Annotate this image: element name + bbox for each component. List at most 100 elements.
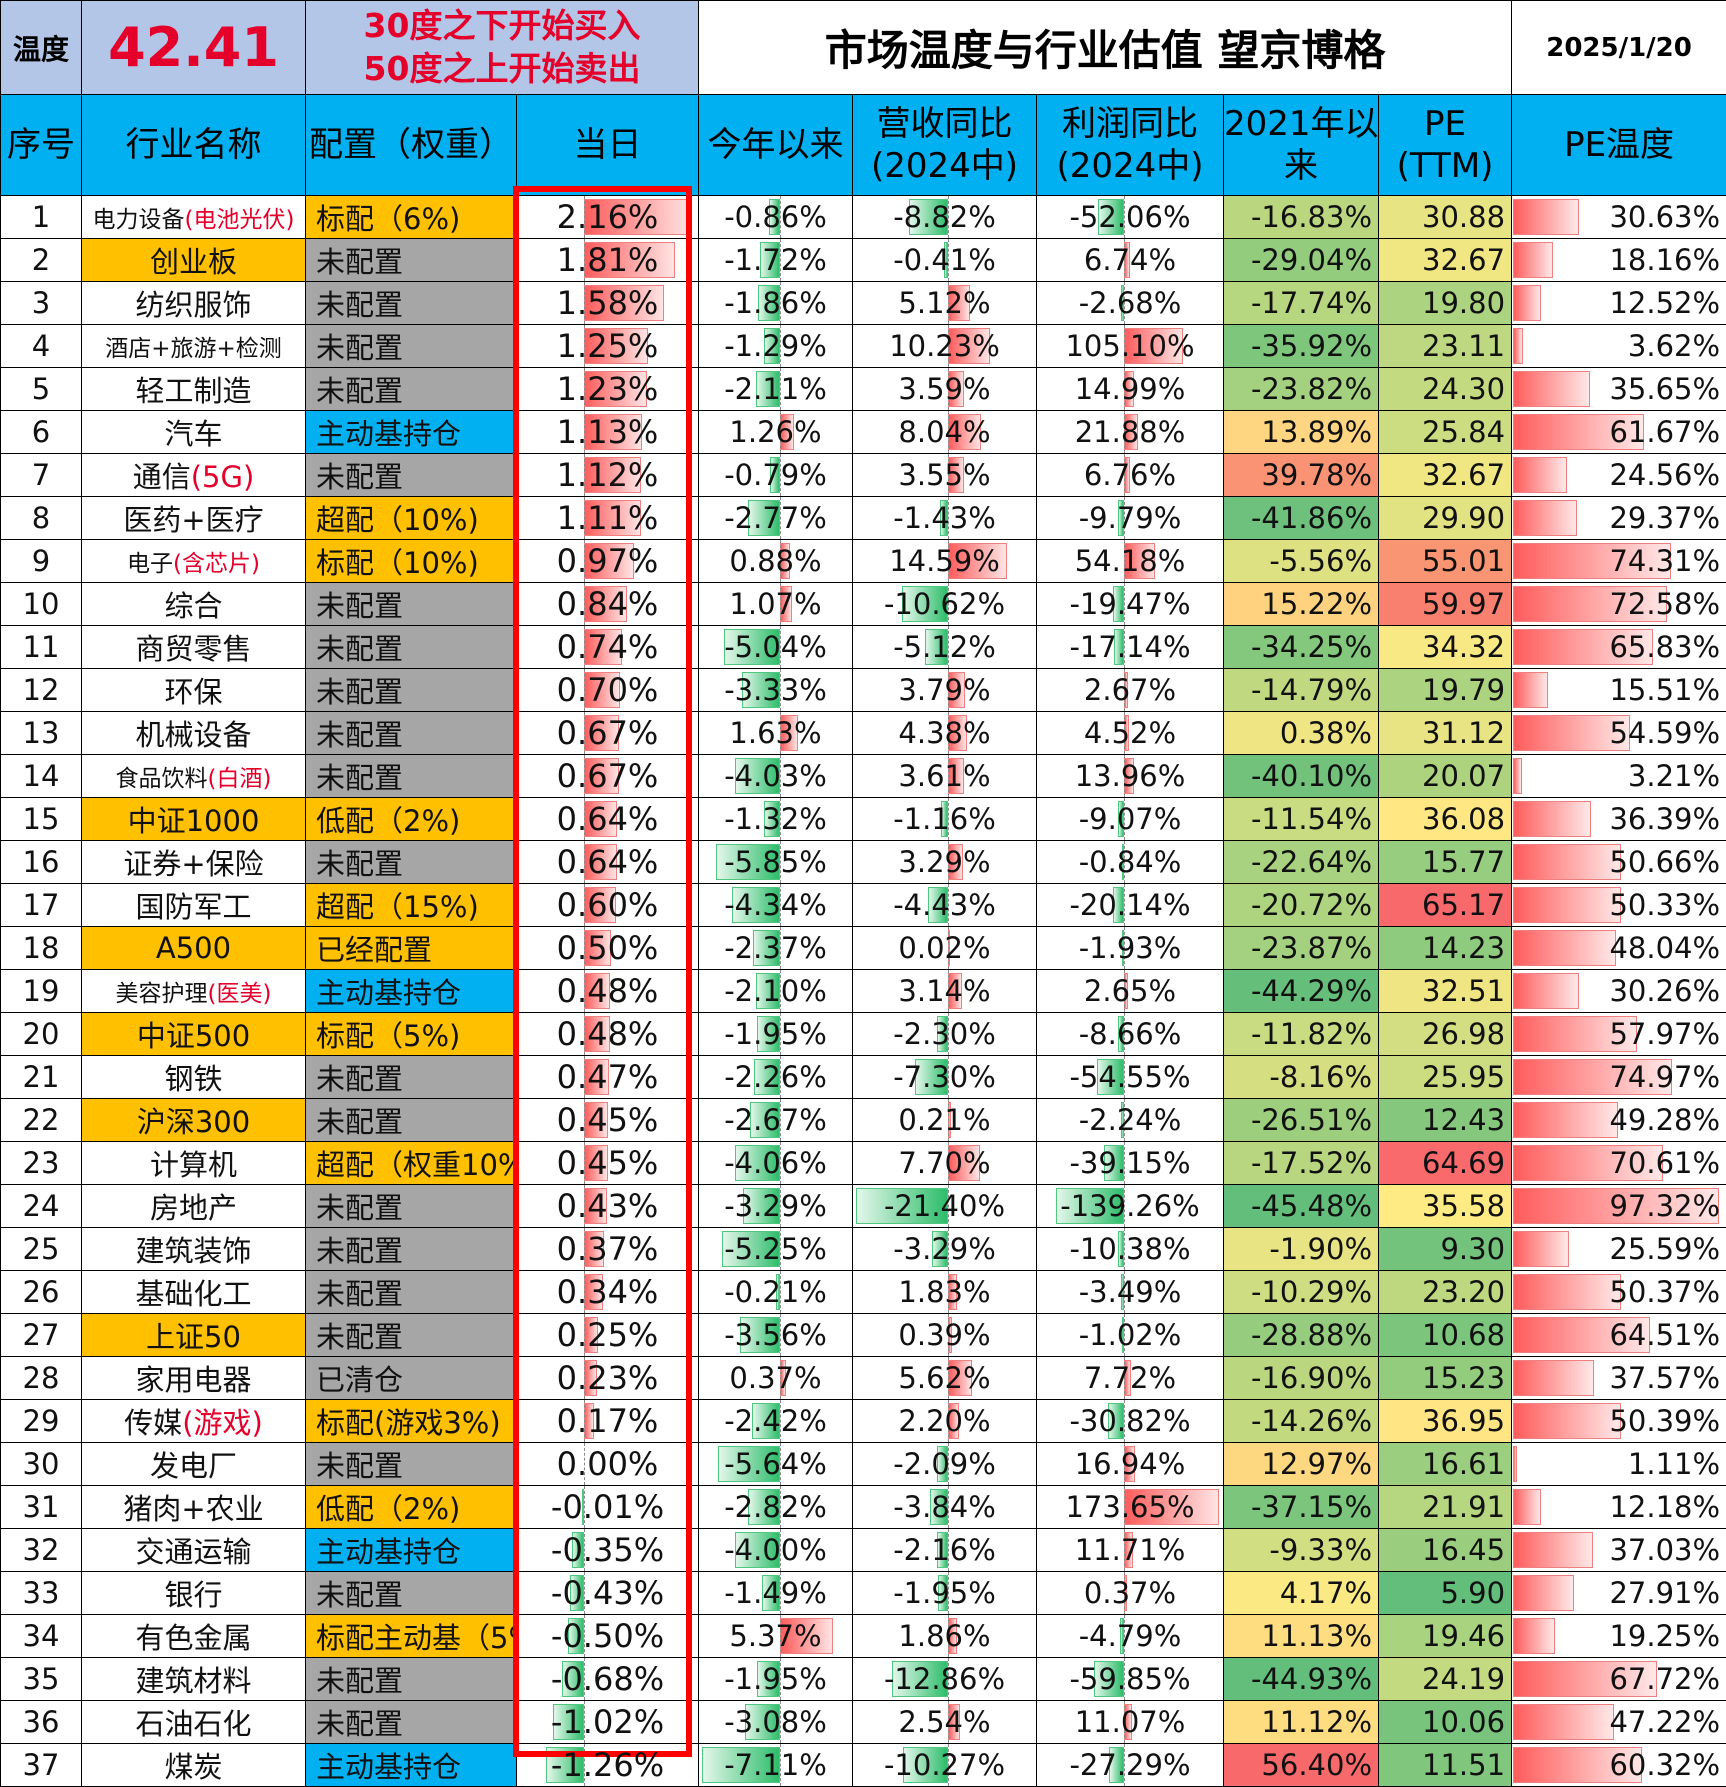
- industry-name-cell: 猪肉+农业: [82, 1486, 306, 1529]
- today-value: -0.68%: [517, 1658, 698, 1700]
- pe-cell: 20.07: [1379, 755, 1512, 798]
- pe-temperature-cell: 97.32%: [1512, 1185, 1726, 1228]
- allocation-cell: 未配置: [306, 1572, 517, 1615]
- since-2021-cell: -20.72%: [1224, 884, 1379, 927]
- prof-cell: -52.06%: [1037, 196, 1224, 239]
- pe-temperature-value: 50.66%: [1512, 841, 1720, 883]
- rev-value: -1.43%: [853, 497, 1036, 539]
- since-2021-cell: 12.97%: [1224, 1443, 1379, 1486]
- industry-name-cell: 国防军工: [82, 884, 306, 927]
- industry-name-highlight: (5G): [191, 460, 255, 494]
- ytd-cell: 0.88%: [699, 540, 853, 583]
- today-cell: 0.34%: [517, 1271, 699, 1314]
- rev-value: 0.02%: [853, 927, 1036, 969]
- ytd-cell: -1.95%: [699, 1658, 853, 1701]
- rev-cell: 3.55%: [853, 454, 1037, 497]
- since-2021-cell: 4.17%: [1224, 1572, 1379, 1615]
- row-index: 33: [1, 1572, 82, 1615]
- rev-value: -3.29%: [853, 1228, 1036, 1270]
- pe-cell: 34.32: [1379, 626, 1512, 669]
- pe-temperature-cell: 50.33%: [1512, 884, 1726, 927]
- pe-cell: 24.30: [1379, 368, 1512, 411]
- allocation-cell: 未配置: [306, 368, 517, 411]
- col-header-index: 序号: [1, 95, 82, 196]
- rev-value: 4.38%: [853, 712, 1036, 754]
- rev-cell: -5.12%: [853, 626, 1037, 669]
- pe-cell: 12.43: [1379, 1099, 1512, 1142]
- col-header-pe-temperature: PE温度: [1512, 95, 1726, 196]
- rev-cell: 1.83%: [853, 1271, 1037, 1314]
- industry-name-cell: 纺织服饰: [82, 282, 306, 325]
- ytd-value: -2.11%: [699, 368, 852, 410]
- today-value: 0.43%: [517, 1185, 698, 1227]
- ytd-cell: -0.79%: [699, 454, 853, 497]
- ytd-value: -1.32%: [699, 798, 852, 840]
- industry-name: 猪肉+农业: [123, 1492, 263, 1526]
- today-value: -0.01%: [517, 1486, 698, 1528]
- pe-cell: 15.23: [1379, 1357, 1512, 1400]
- today-cell: 0.74%: [517, 626, 699, 669]
- pe-temperature-value: 1.11%: [1512, 1443, 1720, 1485]
- col-header-today: 当日: [517, 95, 699, 196]
- rev-value: 14.59%: [853, 540, 1036, 582]
- col-header-since-line2: 来: [1224, 145, 1378, 188]
- ytd-cell: -2.42%: [699, 1400, 853, 1443]
- rev-value: -10.62%: [853, 583, 1036, 625]
- rev-value: 3.59%: [853, 368, 1036, 410]
- today-value: 1.11%: [517, 497, 698, 539]
- pe-cell: 10.06: [1379, 1701, 1512, 1744]
- ytd-value: -0.86%: [699, 196, 852, 238]
- prof-value: -1.93%: [1037, 927, 1223, 969]
- rev-value: 5.12%: [853, 282, 1036, 324]
- industry-name-cell: 上证50: [82, 1314, 306, 1357]
- rev-cell: 10.23%: [853, 325, 1037, 368]
- rev-cell: 14.59%: [853, 540, 1037, 583]
- today-value: 0.47%: [517, 1056, 698, 1098]
- row-index: 8: [1, 497, 82, 540]
- industry-name-cell: 汽车: [82, 411, 306, 454]
- industry-name: A500: [156, 931, 231, 965]
- prof-value: -19.47%: [1037, 583, 1223, 625]
- today-cell: 0.23%: [517, 1357, 699, 1400]
- industry-name-cell: 医药+医疗: [82, 497, 306, 540]
- allocation-cell: 未配置: [306, 1099, 517, 1142]
- ytd-value: -2.67%: [699, 1099, 852, 1141]
- rev-value: -21.40%: [853, 1185, 1036, 1227]
- pe-temperature-value: 35.65%: [1512, 368, 1720, 410]
- industry-name: 汽车: [164, 417, 222, 451]
- industry-name-cell: 电子(含芯片): [82, 540, 306, 583]
- today-cell: 1.58%: [517, 282, 699, 325]
- industry-name: 环保: [164, 675, 222, 709]
- pe-temperature-value: 30.26%: [1512, 970, 1720, 1012]
- allocation-cell: 未配置: [306, 1185, 517, 1228]
- pe-temperature-value: 97.32%: [1512, 1185, 1720, 1227]
- prof-value: -8.66%: [1037, 1013, 1223, 1055]
- allocation-cell: 未配置: [306, 1228, 517, 1271]
- ytd-cell: -3.33%: [699, 669, 853, 712]
- industry-name: 上证50: [146, 1320, 241, 1354]
- prof-cell: 6.76%: [1037, 454, 1224, 497]
- allocation-cell: 未配置: [306, 583, 517, 626]
- today-value: 1.58%: [517, 282, 698, 324]
- prof-cell: -9.79%: [1037, 497, 1224, 540]
- pe-temperature-cell: 27.91%: [1512, 1572, 1726, 1615]
- industry-name: 计算机: [150, 1148, 237, 1182]
- rev-value: 3.79%: [853, 669, 1036, 711]
- row-index: 13: [1, 712, 82, 755]
- pe-temperature-value: 57.97%: [1512, 1013, 1720, 1055]
- ytd-value: -1.95%: [699, 1013, 852, 1055]
- since-2021-cell: -22.64%: [1224, 841, 1379, 884]
- today-cell: 1.11%: [517, 497, 699, 540]
- row-index: 36: [1, 1701, 82, 1744]
- today-cell: 1.25%: [517, 325, 699, 368]
- pe-cell: 19.80: [1379, 282, 1512, 325]
- since-2021-cell: -1.90%: [1224, 1228, 1379, 1271]
- allocation-cell: 主动基持仓: [306, 970, 517, 1013]
- prof-cell: -2.24%: [1037, 1099, 1224, 1142]
